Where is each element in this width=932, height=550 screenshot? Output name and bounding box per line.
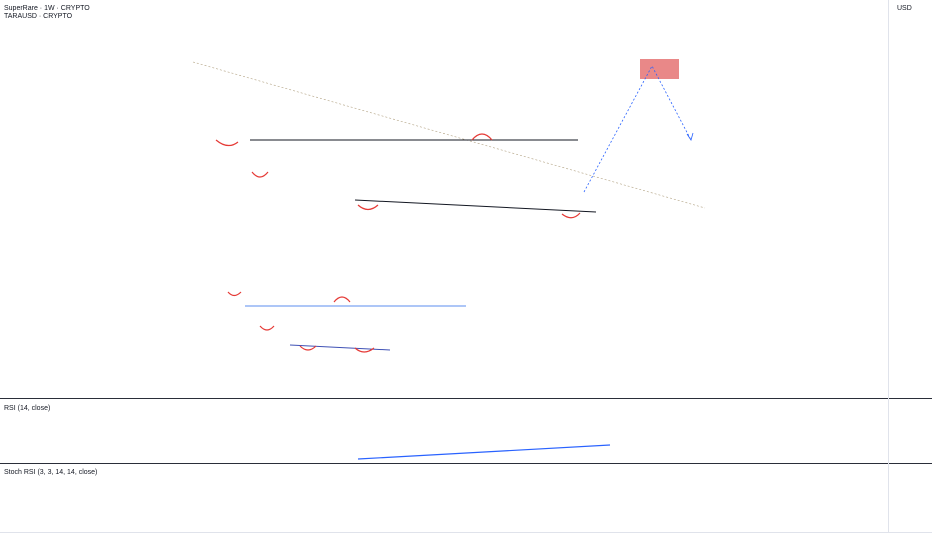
arc (259, 325, 275, 331)
arrow-head (686, 132, 694, 141)
drawings (192, 59, 706, 460)
chart-subtitle: TARAUSD · CRYPTO (4, 13, 73, 20)
arc (333, 296, 351, 303)
arc (561, 212, 581, 219)
trend-line (192, 61, 706, 209)
arc (471, 133, 493, 141)
support-line (354, 199, 597, 213)
target-box (640, 59, 679, 79)
chart-title: SuperRare · 1W · CRYPTO (4, 5, 90, 12)
arc (354, 347, 375, 353)
arc (357, 204, 379, 211)
rsi-title: RSI (14, close) (4, 405, 50, 412)
y-axis-label: USD (897, 5, 912, 12)
arc (227, 291, 242, 297)
stoch-title: Stoch RSI (3, 3, 14, 14, close) (4, 469, 97, 476)
rsi-divergence-line (357, 444, 611, 460)
arc (251, 171, 269, 178)
arc (299, 345, 317, 351)
arc (215, 139, 239, 147)
axes (0, 0, 932, 533)
